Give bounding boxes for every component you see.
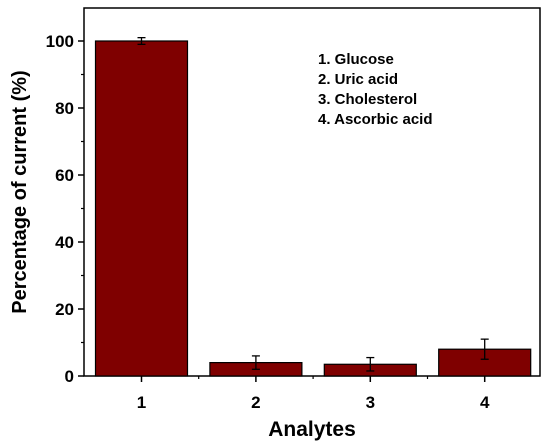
x-tick-label: 1	[137, 393, 146, 412]
x-tick-label: 2	[251, 393, 260, 412]
legend: 1. Glucose 2. Uric acid 3. Cholesterol 4. A…	[318, 51, 433, 128]
y-tick-label: 0	[65, 367, 74, 386]
legend-item: 3. Cholesterol	[318, 91, 417, 108]
y-axis: 0 20 40 60 80 100	[46, 32, 84, 386]
bar-1	[94, 40, 189, 377]
legend-item: 2. Uric acid	[318, 71, 398, 88]
y-tick-label: 100	[46, 32, 74, 51]
legend-item: 4. Ascorbic acid	[318, 111, 433, 128]
x-tick-label: 4	[480, 393, 490, 412]
x-axis-title: Analytes	[268, 418, 356, 441]
plot-frame	[83, 7, 541, 377]
y-tick-label: 40	[55, 233, 74, 252]
y-tick-label: 20	[55, 300, 74, 319]
x-axis: 1 2 3 4	[137, 376, 490, 412]
y-tick-label: 60	[55, 166, 74, 185]
x-tick-label: 3	[366, 393, 375, 412]
bar-series	[94, 37, 532, 377]
y-tick-label: 80	[55, 99, 74, 118]
legend-item: 1. Glucose	[318, 51, 394, 68]
bar-4	[438, 348, 532, 377]
y-axis-title: Percentage of current (%)	[9, 70, 31, 313]
